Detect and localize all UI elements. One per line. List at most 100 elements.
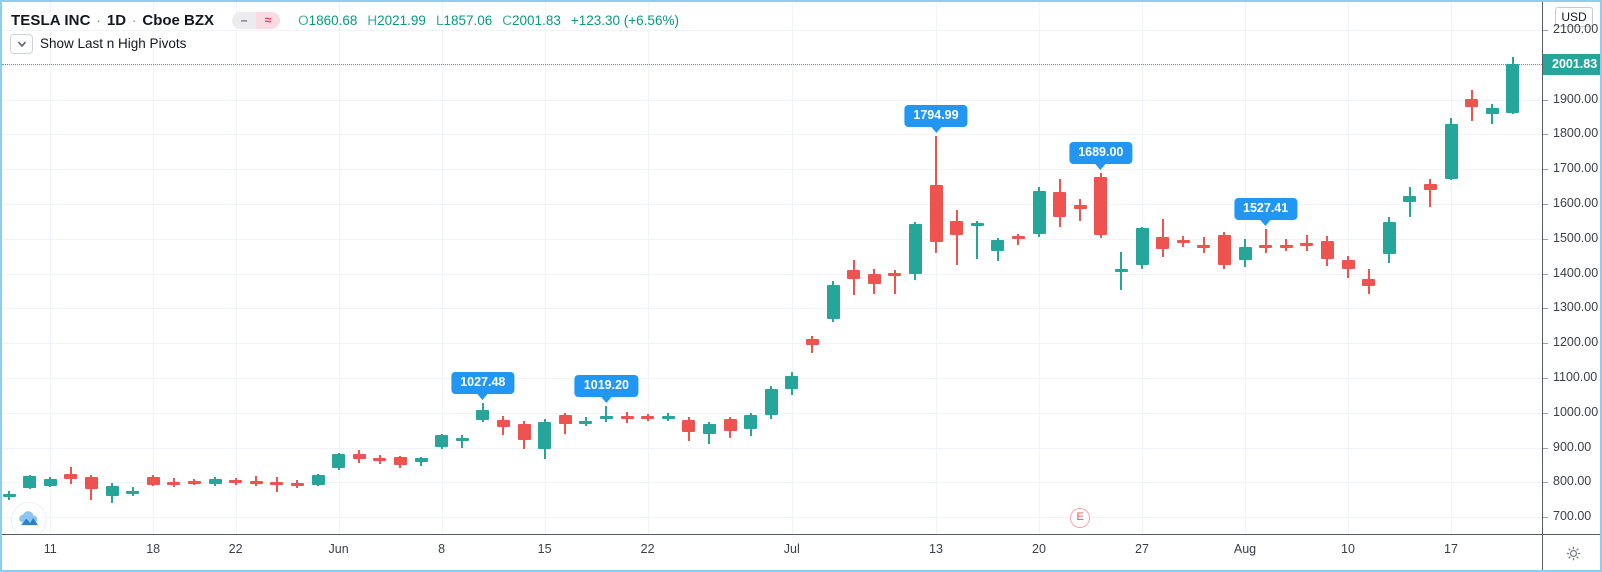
price-axis-border (1542, 2, 1543, 570)
candle (682, 420, 696, 432)
candle-wick (1079, 199, 1082, 221)
candle (744, 415, 758, 430)
price-axis-label: 700.00 (1553, 509, 1592, 524)
symbol-name[interactable]: TESLA INC (11, 11, 91, 29)
candle (826, 285, 840, 319)
indicator-title[interactable]: Show Last n High Pivots (40, 36, 187, 51)
candle (1053, 192, 1067, 217)
low-value: L1857.06 (435, 12, 493, 28)
price-axis-tick (1543, 134, 1548, 136)
candle-wick (1017, 233, 1020, 245)
legend-wave-pill-icon[interactable]: ≈ (256, 11, 281, 29)
candle (1465, 98, 1479, 107)
gridline-vertical (441, 2, 443, 534)
candle (1032, 191, 1046, 234)
exchange-label[interactable]: Cboe BZX (142, 11, 215, 29)
pivot-price-label: 1794.99 (904, 105, 968, 134)
time-axis[interactable]: 11 18 22 Jun 8 15 22 Jul 13 20 27 Aug 10 17 (2, 535, 1542, 570)
price-axis-label: 1800.00 (1553, 126, 1599, 141)
candle (1073, 205, 1087, 209)
candle (1279, 245, 1293, 249)
price-axis-tick (1543, 447, 1548, 449)
price-axis-label: 800.00 (1553, 474, 1592, 489)
indicator-collapse-button[interactable] (10, 33, 33, 54)
time-axis-label: 17 (1444, 542, 1458, 556)
time-axis-label: 22 (640, 542, 655, 556)
candle (888, 273, 902, 277)
candle (84, 477, 98, 489)
candle (1114, 268, 1128, 272)
candle-wick (893, 270, 896, 295)
candle-wick (1285, 238, 1288, 252)
price-axis-tick (1543, 343, 1548, 345)
candle (867, 273, 881, 284)
price-axis-label: 1500.00 (1553, 230, 1599, 245)
candle-wick (976, 221, 979, 260)
chart-plot-area[interactable]: 1027.48 1019.20 1794.99 1689.00 1527.41 E (2, 2, 1542, 534)
gridline-vertical (1451, 2, 1452, 534)
candle (208, 478, 222, 485)
candle (435, 435, 449, 447)
price-axis-label: 900.00 (1553, 439, 1592, 454)
price-axis-tick (1543, 517, 1548, 519)
price-axis-tick (1543, 412, 1548, 414)
close-value: C2001.83 (502, 12, 561, 28)
price-axis-tick (1543, 482, 1548, 484)
candle (352, 454, 366, 460)
price-axis-label: 1000.00 (1553, 404, 1599, 419)
tradingview-logo[interactable] (11, 502, 47, 538)
candle (229, 480, 243, 484)
price-axis-tick (1543, 99, 1548, 101)
gridline-vertical (235, 2, 237, 534)
candle-wick (461, 435, 464, 449)
currency-button[interactable]: USD (1555, 7, 1593, 27)
candle (146, 477, 160, 485)
price-axis-tick (1543, 30, 1548, 31)
gridline-vertical (1245, 2, 1246, 534)
gridline-horizontal (2, 343, 1542, 345)
candle (641, 416, 655, 420)
pivot-price-label: 1689.00 (1069, 142, 1133, 170)
price-axis-tick (1543, 238, 1548, 240)
gridline-vertical (338, 2, 340, 534)
candle (1485, 108, 1499, 114)
gridline-horizontal (2, 447, 1542, 449)
legend-dash-pill-icon[interactable]: – (232, 11, 257, 29)
gridline-vertical (791, 2, 793, 534)
candle (311, 474, 325, 485)
gridline-vertical (153, 2, 155, 534)
candle (414, 458, 428, 462)
time-axis-label: 20 (1032, 542, 1046, 556)
time-axis-label: Aug (1233, 542, 1257, 556)
chevron-down-icon (17, 40, 26, 47)
candle (270, 482, 284, 486)
candle (599, 416, 613, 420)
gear-icon[interactable] (1565, 545, 1582, 562)
candle (1238, 247, 1252, 261)
price-axis[interactable]: USD 2100.00 1900.00 1800.00 1700.00 1600.00 1… (1543, 2, 1600, 534)
candle (970, 222, 984, 227)
candle (538, 421, 552, 450)
candle (579, 420, 593, 424)
candle (105, 485, 119, 496)
time-axis-label: 10 (1341, 542, 1355, 556)
gridline-vertical (1039, 2, 1040, 534)
gridline-horizontal (2, 273, 1542, 275)
candle (1197, 244, 1211, 248)
candle (1217, 235, 1231, 265)
candle (1135, 228, 1149, 265)
candle (373, 458, 387, 461)
candle (1259, 245, 1273, 249)
time-axis-label: 22 (228, 542, 243, 556)
gridline-vertical (647, 2, 649, 534)
separator-dot: · (132, 12, 137, 28)
earnings-marker[interactable]: E (1070, 508, 1091, 528)
price-axis-tick (1543, 273, 1548, 275)
interval-label[interactable]: 1D (106, 11, 127, 29)
candle (1300, 243, 1314, 247)
gridline-horizontal (2, 30, 1542, 31)
price-axis-tick (1543, 204, 1548, 205)
candle (249, 480, 263, 485)
time-axis-label: 13 (929, 542, 943, 556)
time-axis-label: Jun (328, 542, 349, 556)
